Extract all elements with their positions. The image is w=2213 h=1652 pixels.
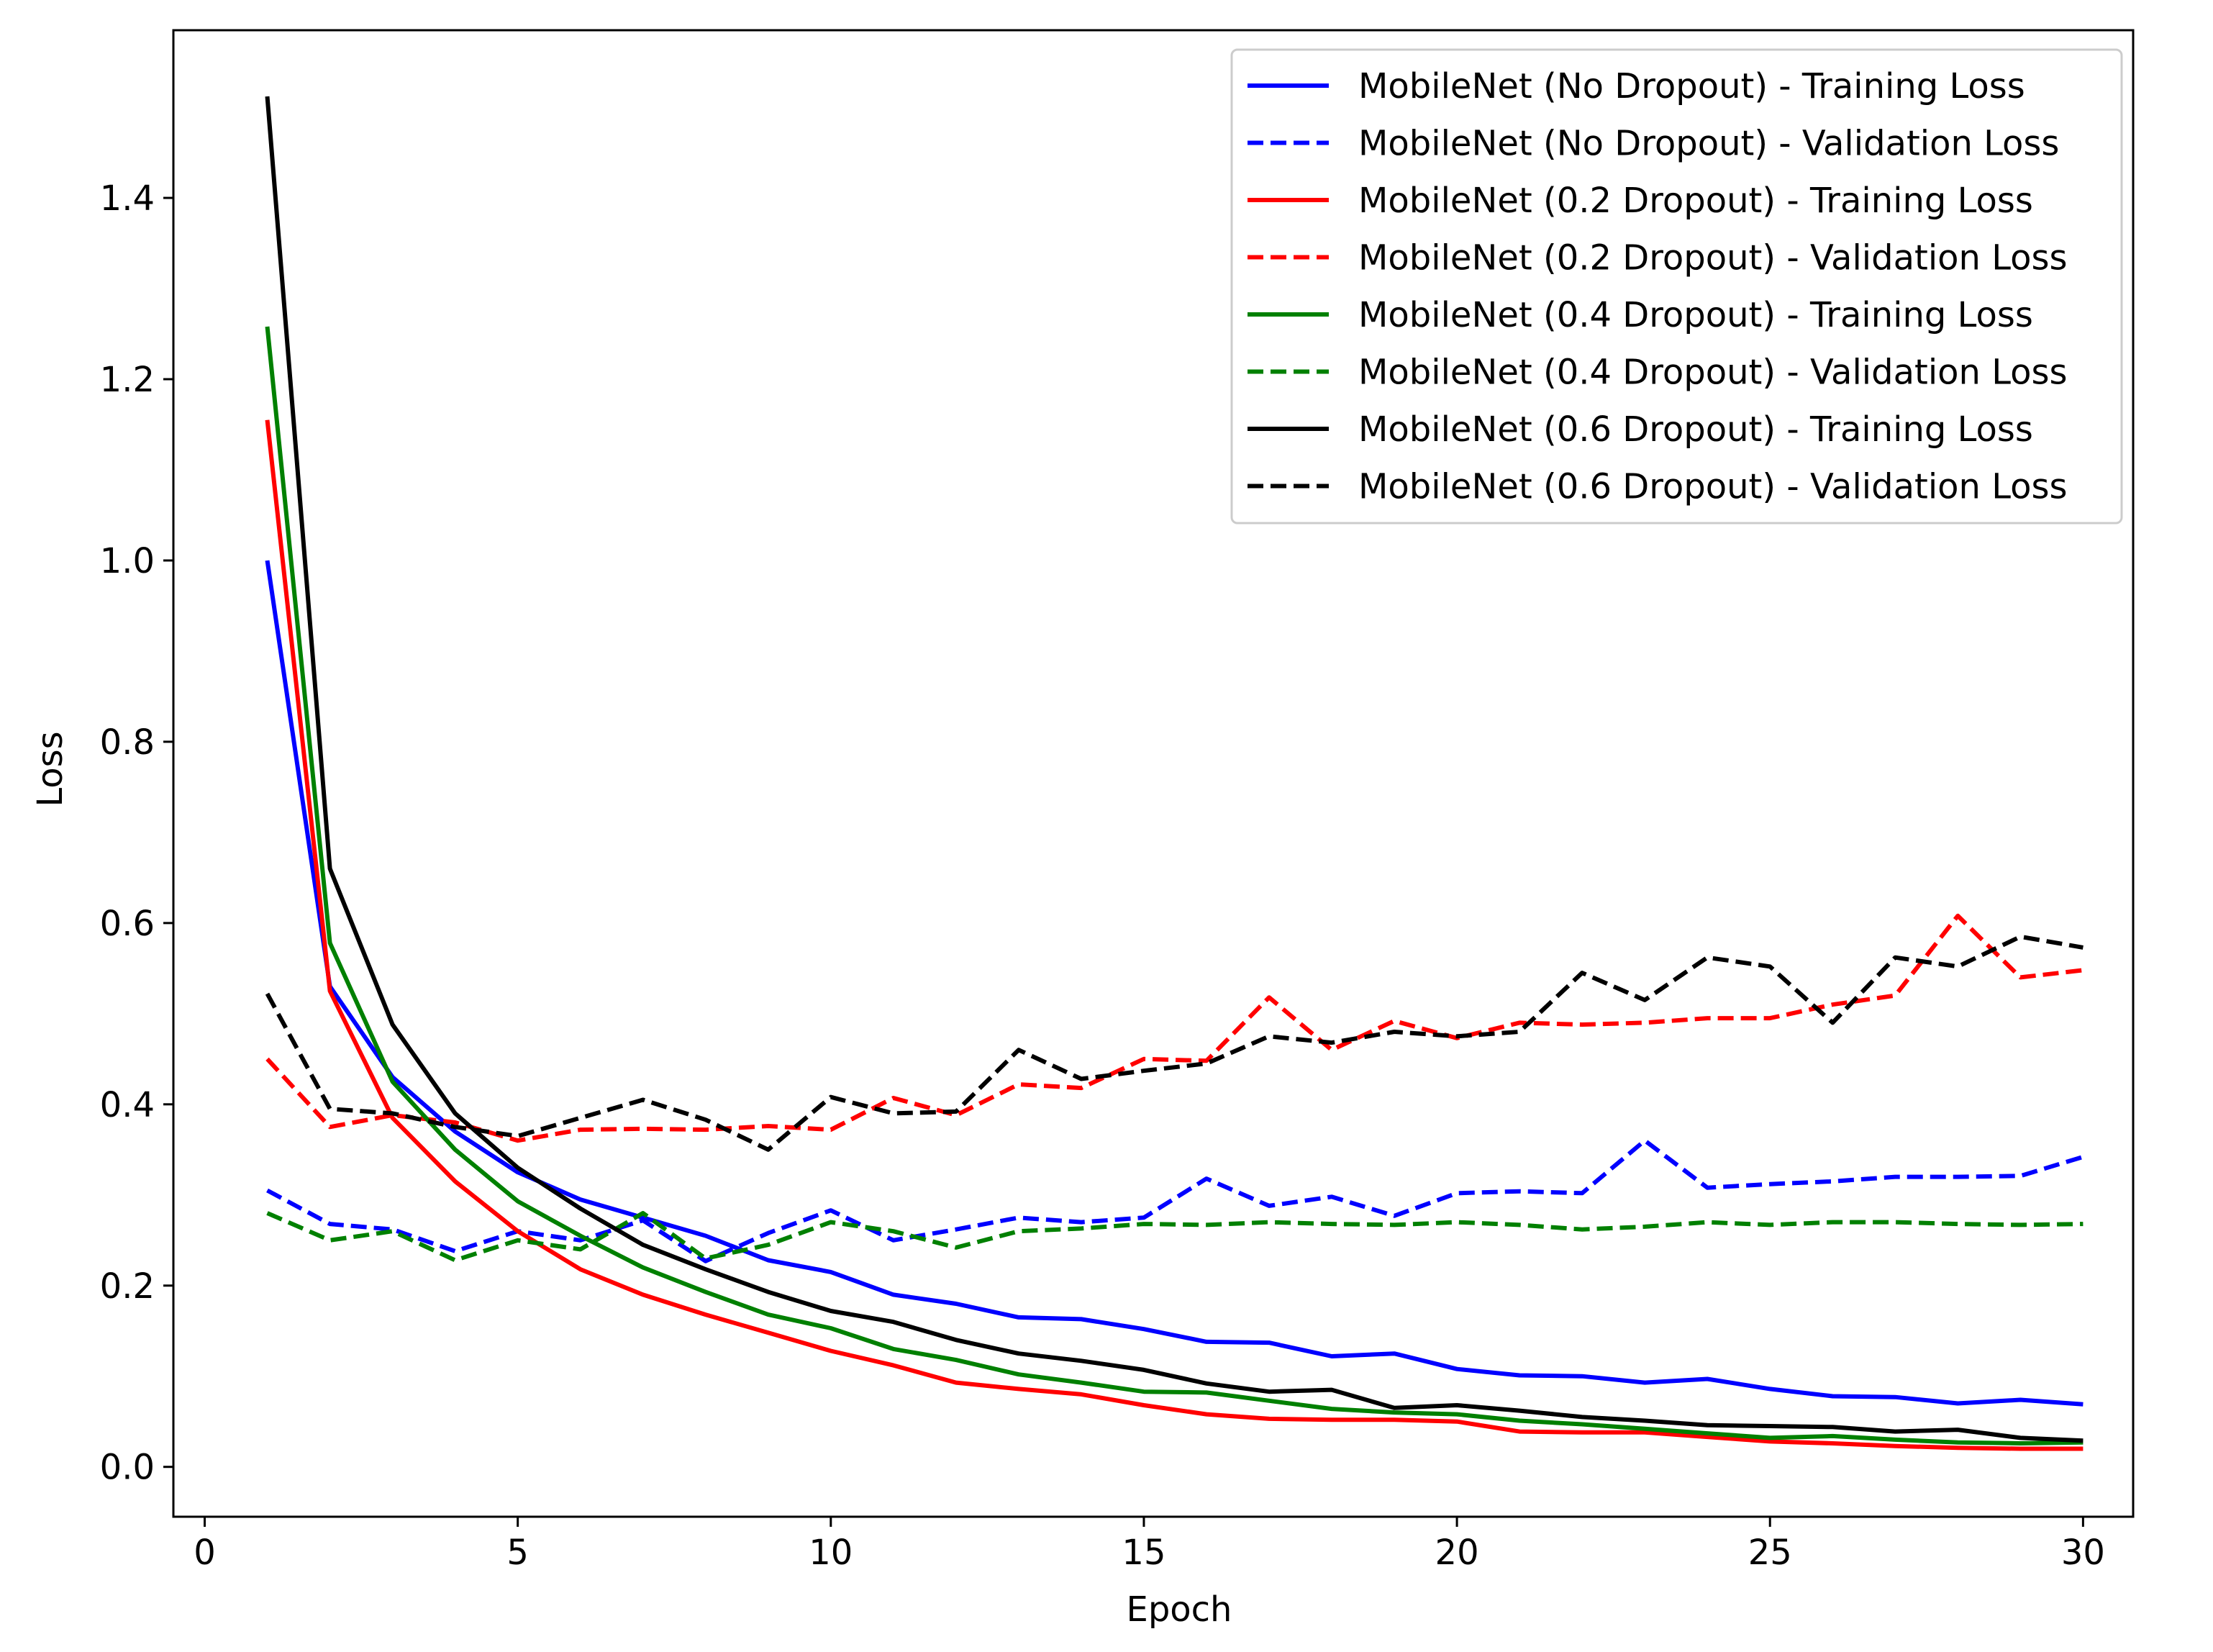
x-tick-label: 10 <box>809 1533 853 1573</box>
series-line-8 <box>265 934 2084 1152</box>
x-tick-label: 5 <box>506 1533 529 1573</box>
x-axis-label: Epoch <box>1127 1589 1232 1630</box>
legend-label-4: MobileNet (0.2 Dropout) - Validation Los… <box>1358 238 2068 278</box>
legend-label-6: MobileNet (0.4 Dropout) - Validation Los… <box>1358 353 2068 393</box>
legend-label-1: MobileNet (No Dropout) - Training Loss <box>1358 66 2025 106</box>
y-tick-label: 0.6 <box>100 904 155 944</box>
y-axis-label: Loss <box>30 731 71 807</box>
x-tick-label: 25 <box>1748 1533 1792 1573</box>
x-tick-label: 15 <box>1122 1533 1165 1573</box>
y-tick-label: 0.4 <box>100 1085 155 1125</box>
y-tick-label: 1.4 <box>100 178 155 219</box>
series-line-5 <box>265 326 2084 1446</box>
y-tick-label: 0.2 <box>100 1266 155 1307</box>
series-line-7 <box>265 96 2084 1443</box>
legend-label-7: MobileNet (0.6 Dropout) - Training Loss <box>1358 409 2033 450</box>
series-line-2 <box>266 1138 2084 1263</box>
axes-layer: 0 5 10 15 20 25 30 0.0 0.2 0.4 0.6 0.8 1.0 1.2 1.4 <box>100 29 2135 1573</box>
legend-label-2: MobileNet (No Dropout) - Validation Loss <box>1358 124 2059 164</box>
y-tick-label: 1.2 <box>100 360 155 400</box>
plot-frame <box>172 29 2135 1518</box>
y-tick-label: 0.8 <box>100 722 155 763</box>
series-layer <box>265 96 2084 1451</box>
y-tick-label: 1.0 <box>100 541 155 581</box>
series-line-6 <box>266 1211 2084 1263</box>
x-tick-label: 0 <box>194 1533 216 1573</box>
x-tick-label: 20 <box>1435 1533 1479 1573</box>
series-line-4 <box>265 913 2084 1143</box>
x-tick-label: 30 <box>2061 1533 2105 1573</box>
legend-label-3: MobileNet (0.2 Dropout) - Training Loss <box>1358 181 2033 221</box>
legend: MobileNet (No Dropout) - Training Loss Mo… <box>1230 48 2123 525</box>
y-tick-label: 0.0 <box>100 1448 155 1488</box>
series-line-3 <box>265 419 2084 1451</box>
legend-label-8: MobileNet (0.6 Dropout) - Validation Los… <box>1358 467 2068 507</box>
legend-box <box>1230 48 2123 525</box>
legend-label-5: MobileNet (0.4 Dropout) - Training Loss <box>1358 295 2033 335</box>
series-line-1 <box>265 560 2084 1407</box>
